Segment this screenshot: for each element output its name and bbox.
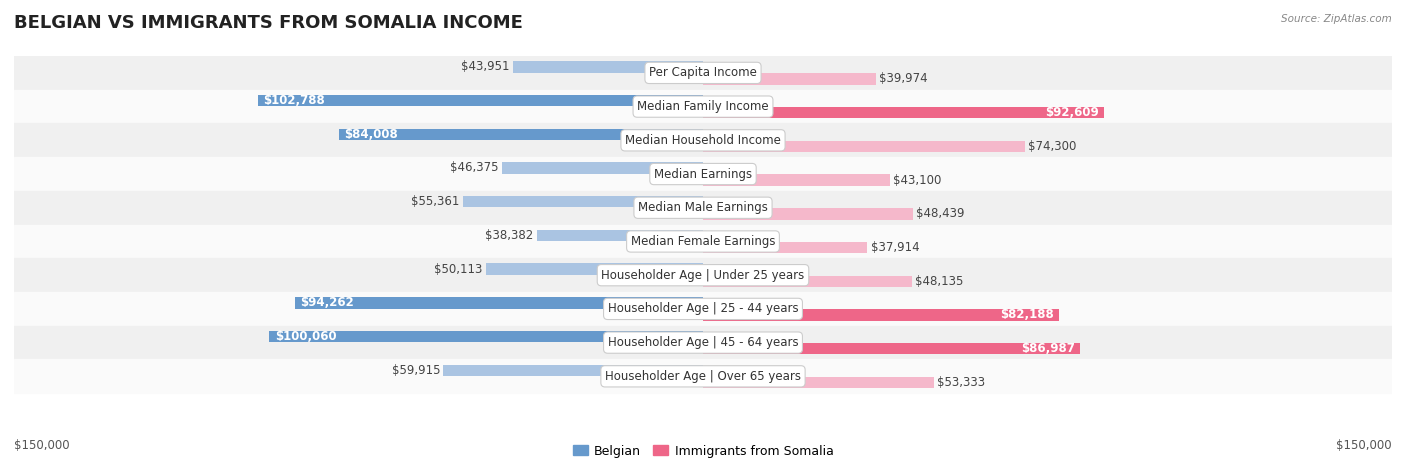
Text: Median Male Earnings: Median Male Earnings (638, 201, 768, 214)
Bar (14, 292, 1392, 326)
Bar (463, 196, 703, 207)
Text: $43,100: $43,100 (893, 174, 942, 187)
Bar (443, 365, 703, 376)
Text: Median Female Earnings: Median Female Earnings (631, 235, 775, 248)
Bar (537, 230, 703, 241)
Bar (14, 225, 1392, 258)
Bar (14, 123, 1392, 157)
Bar (703, 242, 868, 253)
Text: Householder Age | 45 - 64 years: Householder Age | 45 - 64 years (607, 336, 799, 349)
Bar (703, 343, 1080, 354)
Text: Median Household Income: Median Household Income (626, 134, 780, 147)
Bar (703, 377, 934, 388)
Text: $100,060: $100,060 (274, 330, 336, 343)
Text: Median Earnings: Median Earnings (654, 168, 752, 181)
Text: $102,788: $102,788 (263, 94, 325, 107)
Bar (14, 56, 1392, 90)
Text: $46,375: $46,375 (450, 162, 499, 175)
Bar (14, 157, 1392, 191)
Bar (703, 276, 911, 287)
Bar (703, 208, 912, 219)
Bar (14, 360, 1392, 393)
Text: $38,382: $38,382 (485, 229, 533, 242)
Bar (703, 141, 1025, 152)
Text: $37,914: $37,914 (870, 241, 920, 254)
Bar (14, 258, 1392, 292)
Text: $82,188: $82,188 (1000, 309, 1054, 321)
Bar (703, 73, 876, 85)
Text: $43,951: $43,951 (461, 60, 509, 73)
Text: $48,439: $48,439 (917, 207, 965, 220)
Bar (339, 128, 703, 140)
Text: $55,361: $55,361 (412, 195, 460, 208)
Text: $92,609: $92,609 (1045, 106, 1099, 119)
Bar (703, 174, 890, 186)
Text: $53,333: $53,333 (938, 376, 986, 389)
Text: $48,135: $48,135 (915, 275, 963, 288)
Text: $39,974: $39,974 (880, 72, 928, 85)
Text: Per Capita Income: Per Capita Income (650, 66, 756, 79)
Text: BELGIAN VS IMMIGRANTS FROM SOMALIA INCOME: BELGIAN VS IMMIGRANTS FROM SOMALIA INCOM… (14, 14, 523, 32)
Bar (486, 263, 703, 275)
Legend: Belgian, Immigrants from Somalia: Belgian, Immigrants from Somalia (572, 445, 834, 458)
Text: Median Family Income: Median Family Income (637, 100, 769, 113)
Text: $94,262: $94,262 (299, 297, 353, 309)
Text: Householder Age | Under 25 years: Householder Age | Under 25 years (602, 269, 804, 282)
Bar (14, 90, 1392, 123)
Bar (703, 107, 1104, 119)
Text: $59,915: $59,915 (392, 364, 440, 377)
Text: Source: ZipAtlas.com: Source: ZipAtlas.com (1281, 14, 1392, 24)
Bar (703, 309, 1059, 321)
Bar (257, 95, 703, 106)
Bar (295, 297, 703, 309)
Bar (502, 162, 703, 174)
Text: $74,300: $74,300 (1028, 140, 1077, 153)
Text: $50,113: $50,113 (434, 262, 482, 276)
Text: $150,000: $150,000 (14, 439, 70, 452)
Bar (14, 326, 1392, 360)
Bar (14, 191, 1392, 225)
Bar (513, 61, 703, 72)
Text: Householder Age | Over 65 years: Householder Age | Over 65 years (605, 370, 801, 383)
Bar (270, 331, 703, 342)
Text: $150,000: $150,000 (1336, 439, 1392, 452)
Text: $84,008: $84,008 (344, 128, 398, 141)
Text: Householder Age | 25 - 44 years: Householder Age | 25 - 44 years (607, 303, 799, 315)
Text: $86,987: $86,987 (1021, 342, 1074, 355)
